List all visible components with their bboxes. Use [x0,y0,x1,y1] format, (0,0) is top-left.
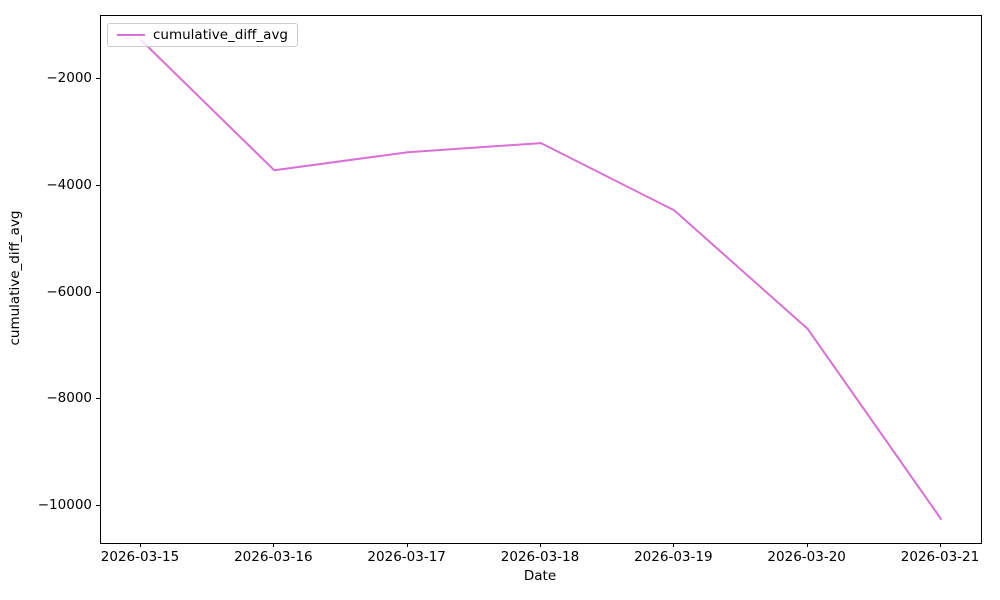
x-tick-mark [273,543,275,547]
y-tick-mark [96,184,100,186]
y-tick-label: −4000 [46,176,92,193]
line-series-cumulative_diff_avg [140,39,942,520]
x-tick-mark [673,543,675,547]
x-tick-label: 2026-03-18 [500,549,580,565]
x-tick-label: 2026-03-21 [900,549,980,565]
y-tick-label: −6000 [46,283,92,300]
x-tick-label: 2026-03-19 [634,549,713,565]
legend-entry-label: cumulative_diff_avg [153,27,288,43]
y-tick-label: −10000 [37,497,92,514]
x-tick-label: 2026-03-15 [100,549,180,565]
x-tick-mark [940,543,941,547]
y-tick-mark [96,398,100,400]
legend: cumulative_diff_avg [107,23,298,47]
y-axis-label: cumulative_diff_avg [7,210,23,346]
x-axis-label: Date [523,568,557,584]
legend-line-sample-icon [117,34,145,36]
y-tick-mark [96,78,100,79]
y-tick-label: −2000 [46,70,92,86]
y-tick-label: −8000 [46,390,92,407]
x-tick-label: 2026-03-20 [767,549,846,565]
x-tick-mark [406,543,408,547]
x-tick-label: 2026-03-16 [234,549,313,565]
x-tick-label: 2026-03-17 [367,549,446,565]
y-tick-mark [96,505,100,507]
plot-area [100,15,982,544]
x-tick-mark [540,543,541,547]
x-tick-mark [140,543,141,547]
y-tick-mark [96,291,100,293]
x-tick-mark [806,543,808,547]
